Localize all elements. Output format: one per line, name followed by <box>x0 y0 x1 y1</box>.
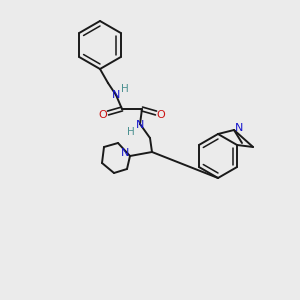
Text: H: H <box>121 84 129 94</box>
Text: N: N <box>112 90 120 100</box>
Text: O: O <box>99 110 107 120</box>
Text: N: N <box>136 120 144 130</box>
Text: H: H <box>127 127 135 137</box>
Text: O: O <box>157 110 165 120</box>
Text: N: N <box>235 123 243 133</box>
Text: N: N <box>121 148 129 158</box>
